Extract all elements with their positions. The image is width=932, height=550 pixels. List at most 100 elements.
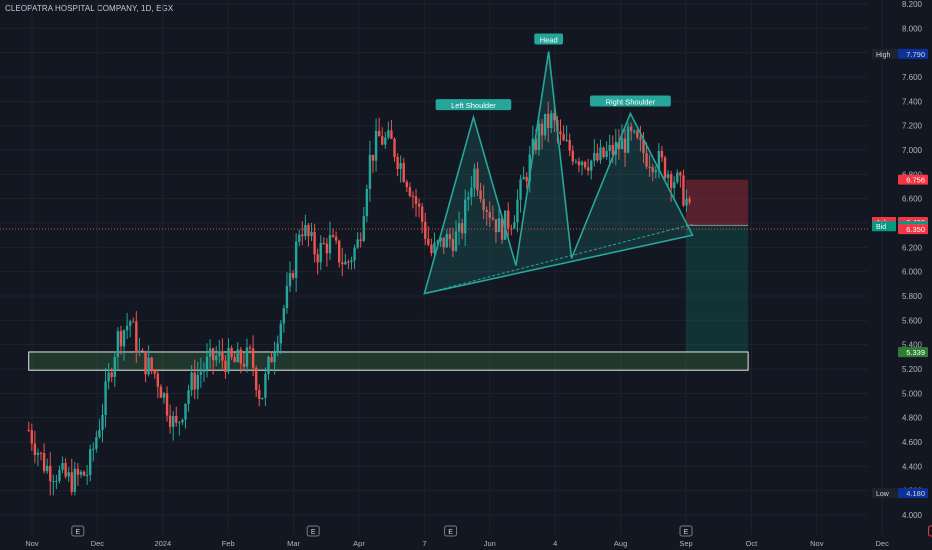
earnings-marker[interactable]: E [679, 525, 693, 537]
pattern-label-bg [534, 33, 564, 45]
candle-body [537, 123, 541, 151]
candle-body [187, 390, 190, 404]
candle-body [368, 154, 372, 190]
candle-body [510, 228, 513, 230]
price-tick: 7.200 [902, 122, 923, 131]
candle-body [473, 168, 476, 188]
candle-body [608, 144, 611, 151]
candle-body [519, 179, 522, 200]
price-label-name-bg [872, 221, 896, 232]
stop-loss-zone[interactable] [686, 179, 749, 226]
candle-body [602, 147, 605, 157]
candle-body [285, 286, 289, 309]
candle-body [144, 350, 147, 375]
candle-body [141, 350, 144, 352]
earnings-marker-box[interactable] [444, 525, 458, 537]
take-profit-zone[interactable] [686, 225, 749, 353]
candle-body [534, 138, 538, 151]
earnings-marker-box[interactable] [71, 525, 85, 537]
earnings-marker-label: E [75, 529, 80, 536]
candle-body [433, 242, 436, 254]
candle-body [565, 139, 568, 141]
candle-body [301, 234, 304, 237]
head-shoulders-pattern[interactable] [423, 51, 694, 295]
candle-body [224, 360, 227, 373]
candle-body [540, 123, 544, 136]
candle-body [660, 150, 664, 158]
candle-body [580, 161, 584, 166]
candle-body [417, 203, 421, 207]
candle-body [165, 393, 169, 416]
candle-body [344, 261, 347, 265]
time-tick: Dec [876, 539, 890, 548]
time-tick: Oct [746, 539, 759, 548]
candle-body [218, 351, 221, 356]
candle-body [168, 415, 172, 427]
candle-body [402, 163, 405, 182]
candle-body [430, 244, 433, 254]
candle-body [248, 347, 252, 349]
earnings-marker[interactable]: E [71, 525, 85, 537]
candle-body [439, 237, 442, 242]
candle-body [190, 372, 193, 391]
chart-title: CLEOPATRA HOSPITAL COMPANY, 1D, EGX [5, 4, 174, 13]
candle-body [623, 138, 627, 153]
candle-body [590, 160, 593, 171]
candle-body [39, 452, 43, 454]
candle-body [125, 325, 129, 331]
candle-body [116, 331, 120, 357]
candle-body [651, 167, 654, 173]
earnings-marker-label: E [448, 529, 453, 536]
price-tick: 6.600 [902, 195, 923, 204]
candle-body [654, 170, 657, 173]
candle-body [92, 448, 95, 450]
candle-body [193, 372, 196, 390]
time-tick: Aug [614, 539, 627, 548]
candle-body [663, 157, 667, 179]
candle-body [553, 113, 556, 121]
pattern-label: Right Shoulder [606, 98, 656, 107]
price-label-tag: 6.350 [898, 224, 928, 235]
candle-body [645, 153, 648, 167]
candle-body [242, 363, 246, 367]
candle-body [464, 199, 467, 234]
candle-body [221, 351, 224, 361]
earnings-marker-box[interactable] [679, 525, 693, 537]
price-label-value-bg [898, 174, 928, 185]
support-zone-box[interactable] [28, 351, 749, 371]
candle-body [507, 210, 510, 229]
earnings-marker-box[interactable] [306, 525, 320, 537]
candle-body [399, 163, 402, 169]
candle-body [261, 397, 264, 399]
earnings-marker[interactable]: E [928, 525, 932, 537]
candle-body [79, 471, 83, 475]
pattern-label-bg [435, 99, 512, 111]
candle-body [298, 234, 301, 242]
candle-body [497, 218, 501, 233]
candle-body [457, 223, 461, 232]
candle-body [215, 355, 218, 361]
time-tick: 4 [553, 539, 557, 548]
candle-body [411, 195, 415, 197]
earnings-marker[interactable]: E [444, 525, 458, 537]
earnings-marker-box[interactable] [928, 525, 932, 537]
price-label-value-bg [898, 48, 928, 59]
candle-body [571, 150, 574, 162]
candle-body [150, 357, 153, 371]
candle-body [128, 321, 132, 326]
candle-body [365, 189, 369, 217]
neckline [424, 223, 693, 295]
price-tick: 4.600 [902, 438, 923, 447]
candle-body [593, 153, 596, 161]
candle-body [313, 231, 316, 255]
candle-body [337, 240, 341, 263]
candle-body [679, 172, 682, 176]
candle-body [85, 475, 89, 477]
candle-body [577, 161, 581, 166]
candle-body [58, 469, 61, 481]
candle-body [445, 234, 448, 248]
candle-body [636, 130, 639, 138]
price-tick: 5.000 [902, 389, 923, 398]
earnings-marker[interactable]: E [306, 525, 320, 537]
